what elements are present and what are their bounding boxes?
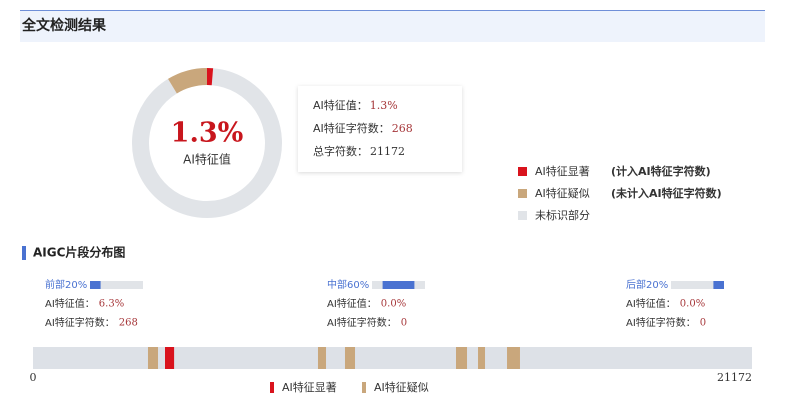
header-bar (20, 10, 765, 42)
ring-label: AI特征值 (183, 152, 231, 167)
stat-label: AI特征字符数： (313, 121, 390, 135)
header-title: 全文检测结果 (21, 17, 107, 34)
section-title: AIGC片段分布图 (33, 245, 125, 260)
legend-label: AI特征疑似 (535, 186, 590, 200)
dist-span (478, 347, 486, 369)
part-stat-value: 0.0% (680, 299, 705, 310)
part-label: 中部60% (327, 278, 369, 291)
part-stat-label: AI特征字符数： (327, 316, 397, 329)
part-stat-label: AI特征值： (626, 297, 676, 310)
dist-max: 21172 (717, 371, 752, 384)
dist-min: 0 (30, 371, 37, 384)
dist-span (344, 347, 356, 369)
stat-value: 1.3% (370, 99, 398, 112)
legend-label: AI特征显著 (535, 164, 590, 178)
dist-legend-swatch (270, 382, 274, 393)
stat-value: 21172 (370, 145, 405, 158)
dist-span (456, 347, 468, 369)
dist-legend-swatch (362, 382, 366, 393)
part-track (90, 281, 143, 289)
stat-label: 总字符数： (313, 144, 368, 158)
part-stat-value: 0.0% (381, 299, 406, 310)
part-stat-label: AI特征字符数： (626, 316, 696, 329)
part-range (382, 281, 415, 289)
dist-track (33, 347, 752, 369)
ring-segment (132, 68, 282, 218)
legend-note: (计入AI特征字符数) (611, 164, 711, 178)
stats-box (298, 86, 462, 172)
part-range (90, 281, 101, 289)
part-stat-value: 268 (119, 318, 138, 329)
part-stat-value: 0 (401, 318, 407, 329)
legend-swatch (518, 189, 527, 198)
part-track (671, 281, 724, 289)
part-stat-label: AI特征字符数： (45, 316, 115, 329)
dist-span (147, 347, 159, 369)
section-marker (22, 246, 26, 260)
part-stat-value: 6.3% (99, 299, 124, 310)
part-stat-label: AI特征值： (45, 297, 95, 310)
ring-value: 1.3% (171, 118, 244, 149)
stat-value: 268 (392, 122, 413, 135)
part-label: 后部20% (626, 278, 668, 291)
legend-note: (未计入AI特征字符数) (611, 186, 722, 200)
part-stat-value: 0 (700, 318, 706, 329)
ring-segment (168, 68, 208, 94)
legend-swatch (518, 211, 527, 220)
stat-label: AI特征值： (313, 98, 368, 112)
dist-span (165, 347, 175, 369)
dist-span (317, 347, 327, 369)
part-label: 前部20% (45, 278, 87, 291)
part-stat-label: AI特征值： (327, 297, 377, 310)
part-range (713, 281, 724, 289)
dist-span (507, 347, 520, 369)
dist-legend-label: AI特征显著 (282, 380, 337, 394)
dist-legend-label: AI特征疑似 (374, 380, 429, 394)
legend-swatch (518, 167, 527, 176)
legend-label: 未标识部分 (535, 208, 590, 222)
